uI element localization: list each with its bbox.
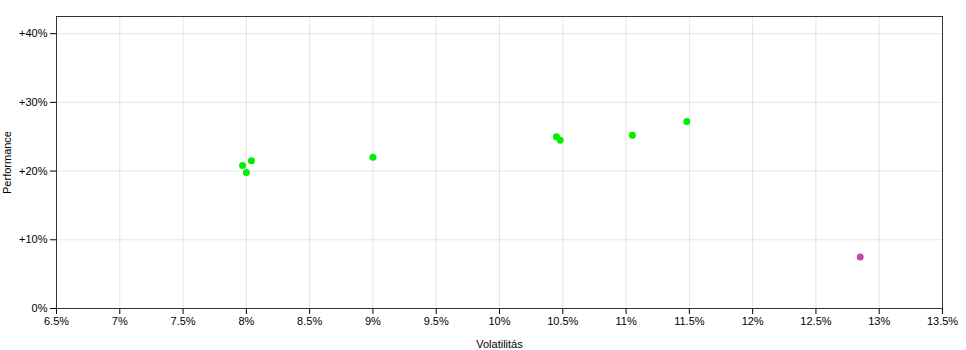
svg-text:11.5%: 11.5% — [674, 315, 705, 327]
svg-text:10%: 10% — [488, 315, 510, 327]
svg-text:+40%: +40% — [19, 27, 48, 39]
svg-text:10.5%: 10.5% — [547, 315, 578, 327]
svg-text:+20%: +20% — [19, 165, 48, 177]
svg-text:13%: 13% — [868, 315, 890, 327]
svg-text:8.5%: 8.5% — [297, 315, 322, 327]
svg-text:12%: 12% — [742, 315, 764, 327]
svg-text:9%: 9% — [365, 315, 381, 327]
svg-text:7.5%: 7.5% — [171, 315, 196, 327]
svg-text:7%: 7% — [112, 315, 128, 327]
svg-text:Performance: Performance — [1, 131, 13, 194]
svg-text:Volatilitás: Volatilitás — [476, 338, 523, 350]
svg-text:0%: 0% — [32, 302, 48, 314]
svg-text:9.5%: 9.5% — [424, 315, 449, 327]
svg-text:8%: 8% — [238, 315, 254, 327]
svg-text:6.5%: 6.5% — [44, 315, 69, 327]
svg-text:+30%: +30% — [19, 96, 48, 108]
svg-text:+10%: +10% — [19, 233, 48, 245]
svg-text:13.5%: 13.5% — [927, 315, 958, 327]
svg-text:12.5%: 12.5% — [800, 315, 831, 327]
svg-text:11%: 11% — [615, 315, 636, 327]
